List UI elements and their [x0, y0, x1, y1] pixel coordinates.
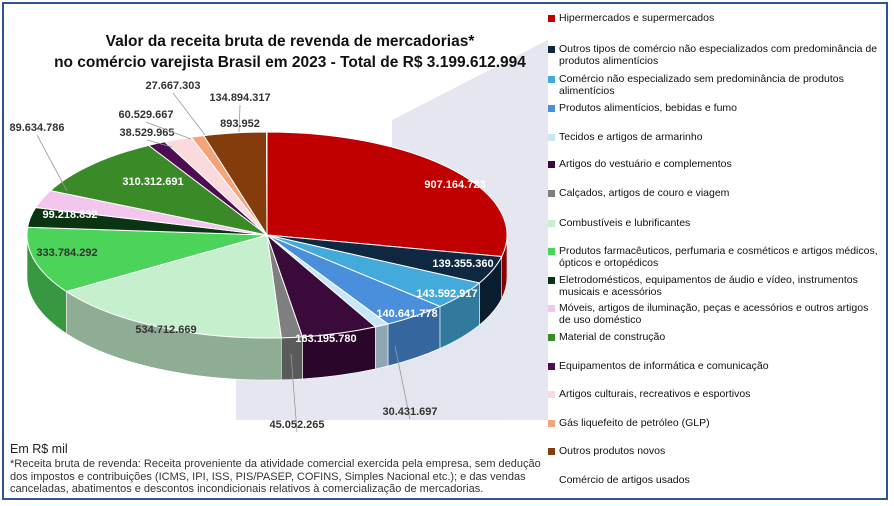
- legend-label-8: Produtos farmacêuticos, perfumaria e cos…: [559, 245, 878, 269]
- legend-swatch-15: [548, 448, 555, 455]
- legend-item-1: Outros tipos de comércio não especializa…: [548, 43, 878, 67]
- legend-label-1: Outros tipos de comércio não especializa…: [559, 43, 878, 67]
- legend-swatch-0: [548, 15, 555, 22]
- legend-label-11: Material de construção: [559, 331, 666, 343]
- legend-swatch-14: [548, 420, 555, 427]
- data-label-11: 310.312.691: [122, 176, 183, 188]
- chart-title-line-2: no comércio varejista Brasil em 2023 - T…: [54, 54, 526, 71]
- legend-item-6: Calçados, artigos de couro e viagem: [548, 187, 878, 199]
- legend-swatch-3: [548, 105, 555, 112]
- legend-label-12: Equipamentos de informática e comunicaçã…: [559, 360, 769, 372]
- legend-swatch-11: [548, 334, 555, 341]
- legend-label-16: Comércio de artigos usados: [559, 474, 690, 486]
- legend-swatch-16: [548, 477, 555, 484]
- data-label-9: 99.218.832: [42, 209, 97, 221]
- legend-item-2: Comércio não especializado sem predominâ…: [548, 73, 878, 97]
- data-label-1: 139.355.360: [432, 258, 493, 270]
- legend-item-12: Equipamentos de informática e comunicaçã…: [548, 360, 878, 372]
- legend-label-10: Móveis, artigos de iluminação, peças e a…: [559, 302, 869, 326]
- legend-swatch-9: [548, 277, 555, 284]
- legend-item-7: Combustíveis e lubrificantes: [548, 217, 878, 229]
- legend-label-3: Produtos alimentícios, bebidas e fumo: [559, 102, 738, 114]
- data-label-2: 143.592.917: [416, 288, 477, 300]
- chart-title-line-1: Valor da receita bruta de revenda de mer…: [105, 33, 475, 50]
- legend-label-2: Comércio não especializado sem predominâ…: [559, 73, 844, 97]
- legend-item-5: Artigos do vestuário e complementos: [548, 158, 878, 170]
- pie-slice-8: [26, 226, 268, 293]
- legend-swatch-5: [548, 161, 555, 168]
- pie-slice-11: [49, 144, 268, 236]
- legend-item-9: Eletrodomésticos, equipamentos de áudio …: [548, 274, 878, 298]
- data-label-0: 907.164.723: [424, 179, 485, 191]
- legend-swatch-8: [548, 248, 555, 255]
- leader-line-12: [146, 139, 173, 148]
- data-label-5: 163.195.780: [295, 333, 356, 345]
- legend-label-7: Combustíveis e lubrificantes: [559, 217, 691, 229]
- legend-item-4: Tecidos e artigos de armarinho: [548, 131, 878, 143]
- data-label-14: 27.667.303: [145, 80, 200, 92]
- leader-line-15: [238, 104, 241, 133]
- leader-line-4: [394, 345, 411, 420]
- legend-swatch-12: [548, 363, 555, 370]
- legend-item-11: Material de construção: [548, 331, 878, 343]
- data-label-8: 333.784.292: [36, 247, 97, 259]
- legend-item-13: Artigos culturais, recreativos e esporti…: [548, 388, 878, 400]
- leader-line-6: [290, 353, 298, 433]
- legend-swatch-2: [548, 76, 555, 83]
- footnote: *Receita bruta de revenda: Receita prove…: [10, 458, 541, 495]
- data-label-15: 134.894.317: [209, 92, 270, 104]
- data-label-16: 893.952: [220, 118, 260, 130]
- chart-title: Valor da receita bruta de revenda de mer…: [30, 31, 550, 73]
- legend-swatch-13: [548, 391, 555, 398]
- legend-item-10: Móveis, artigos de iluminação, peças e a…: [548, 302, 878, 326]
- legend-swatch-6: [548, 190, 555, 197]
- pie-slice-7: [65, 234, 282, 339]
- data-label-6: 45.052.265: [269, 419, 324, 431]
- unit-note: Em R$ mil: [10, 442, 68, 456]
- data-label-4: 30.431.697: [382, 406, 437, 418]
- data-label-10: 89.634.786: [9, 122, 64, 134]
- legend-label-6: Calçados, artigos de couro e viagem: [559, 187, 730, 199]
- chart-frame: [2, 2, 888, 500]
- legend-label-4: Tecidos e artigos de armarinho: [559, 131, 703, 143]
- legend-item-16: Comércio de artigos usados: [548, 474, 878, 486]
- leader-line-13: [145, 121, 192, 140]
- pie-slice-0: [266, 131, 508, 258]
- legend-label-14: Gás liquefeito de petróleo (GLP): [559, 417, 710, 429]
- pie-slice-side-4: [375, 323, 389, 370]
- legend-swatch-1: [548, 46, 555, 53]
- legend-item-8: Produtos farmacêuticos, perfumaria e cos…: [548, 245, 878, 269]
- data-label-3: 140.641.778: [376, 308, 437, 320]
- legend-label-0: Hipermercados e supermercados: [559, 12, 715, 24]
- legend-swatch-7: [548, 220, 555, 227]
- legend-item-14: Gás liquefeito de petróleo (GLP): [548, 417, 878, 429]
- data-label-13: 60.529.667: [118, 109, 173, 121]
- leader-line-14: [172, 92, 206, 136]
- legend-label-15: Outros produtos novos: [559, 445, 666, 457]
- leader-line-10: [36, 134, 68, 192]
- legend-item-15: Outros produtos novos: [548, 445, 878, 457]
- legend-item-3: Produtos alimentícios, bebidas e fumo: [548, 102, 878, 114]
- data-label-7: 534.712.669: [135, 324, 196, 336]
- legend-label-5: Artigos do vestuário e complementos: [559, 158, 732, 170]
- legend-label-9: Eletrodomésticos, equipamentos de áudio …: [559, 274, 858, 298]
- legend-item-0: Hipermercados e supermercados: [548, 12, 878, 24]
- legend-swatch-10: [548, 305, 555, 312]
- data-label-12: 38.529.965: [119, 127, 174, 139]
- legend-label-13: Artigos culturais, recreativos e esporti…: [559, 388, 751, 400]
- legend-swatch-4: [548, 134, 555, 141]
